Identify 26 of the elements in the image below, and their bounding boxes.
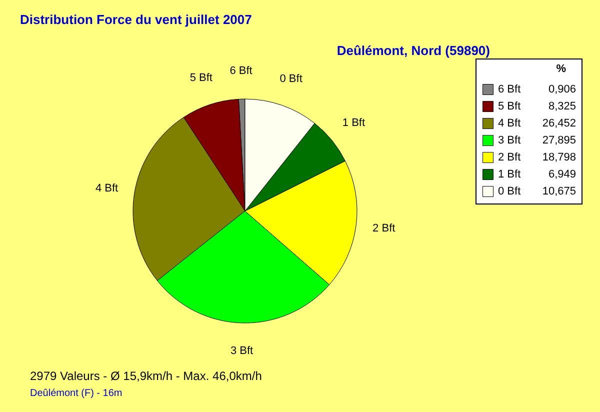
- chart-subtitle: Deûlémont, Nord (59890): [336, 43, 490, 58]
- legend-label: 0 Bft: [498, 186, 521, 198]
- legend-label: 5 Bft: [498, 100, 521, 112]
- slice-label: 6 Bft: [230, 65, 252, 78]
- legend-label: 6 Bft: [498, 84, 521, 96]
- data-label: 0,906: [548, 84, 576, 96]
- slice-label: 3 Bft: [230, 344, 254, 357]
- slice-label: 2 Bft: [372, 222, 396, 235]
- text: Deûlémont (F) - 16m: [30, 388, 122, 399]
- slice-label: 5 Bft: [190, 72, 212, 84]
- data-label: 6,949: [548, 168, 576, 180]
- legend-label: 4 Bft: [498, 118, 521, 130]
- legend-label: 1 Bft: [498, 168, 521, 180]
- legend-label: 3 Bft: [498, 134, 521, 146]
- slice-label: 4 Bft: [95, 182, 118, 195]
- slice-label: 1 Bft: [342, 116, 366, 129]
- data-label: 10,675: [542, 186, 576, 198]
- data-label: 8,325: [548, 100, 576, 112]
- legend-title: %: [556, 63, 566, 75]
- data-label: 26,452: [542, 118, 576, 130]
- text: 2979 Valeurs - Ø 15,9km/h - Max. 46,0km/h: [30, 369, 262, 383]
- data-label: 27,895: [542, 134, 576, 146]
- data-label: 18,798: [542, 152, 576, 164]
- chart-title: Distribution Force du vent juillet 2007: [20, 12, 252, 27]
- legend-label: 2 Bft: [498, 152, 521, 164]
- slice-label: 0 Bft: [280, 72, 302, 85]
